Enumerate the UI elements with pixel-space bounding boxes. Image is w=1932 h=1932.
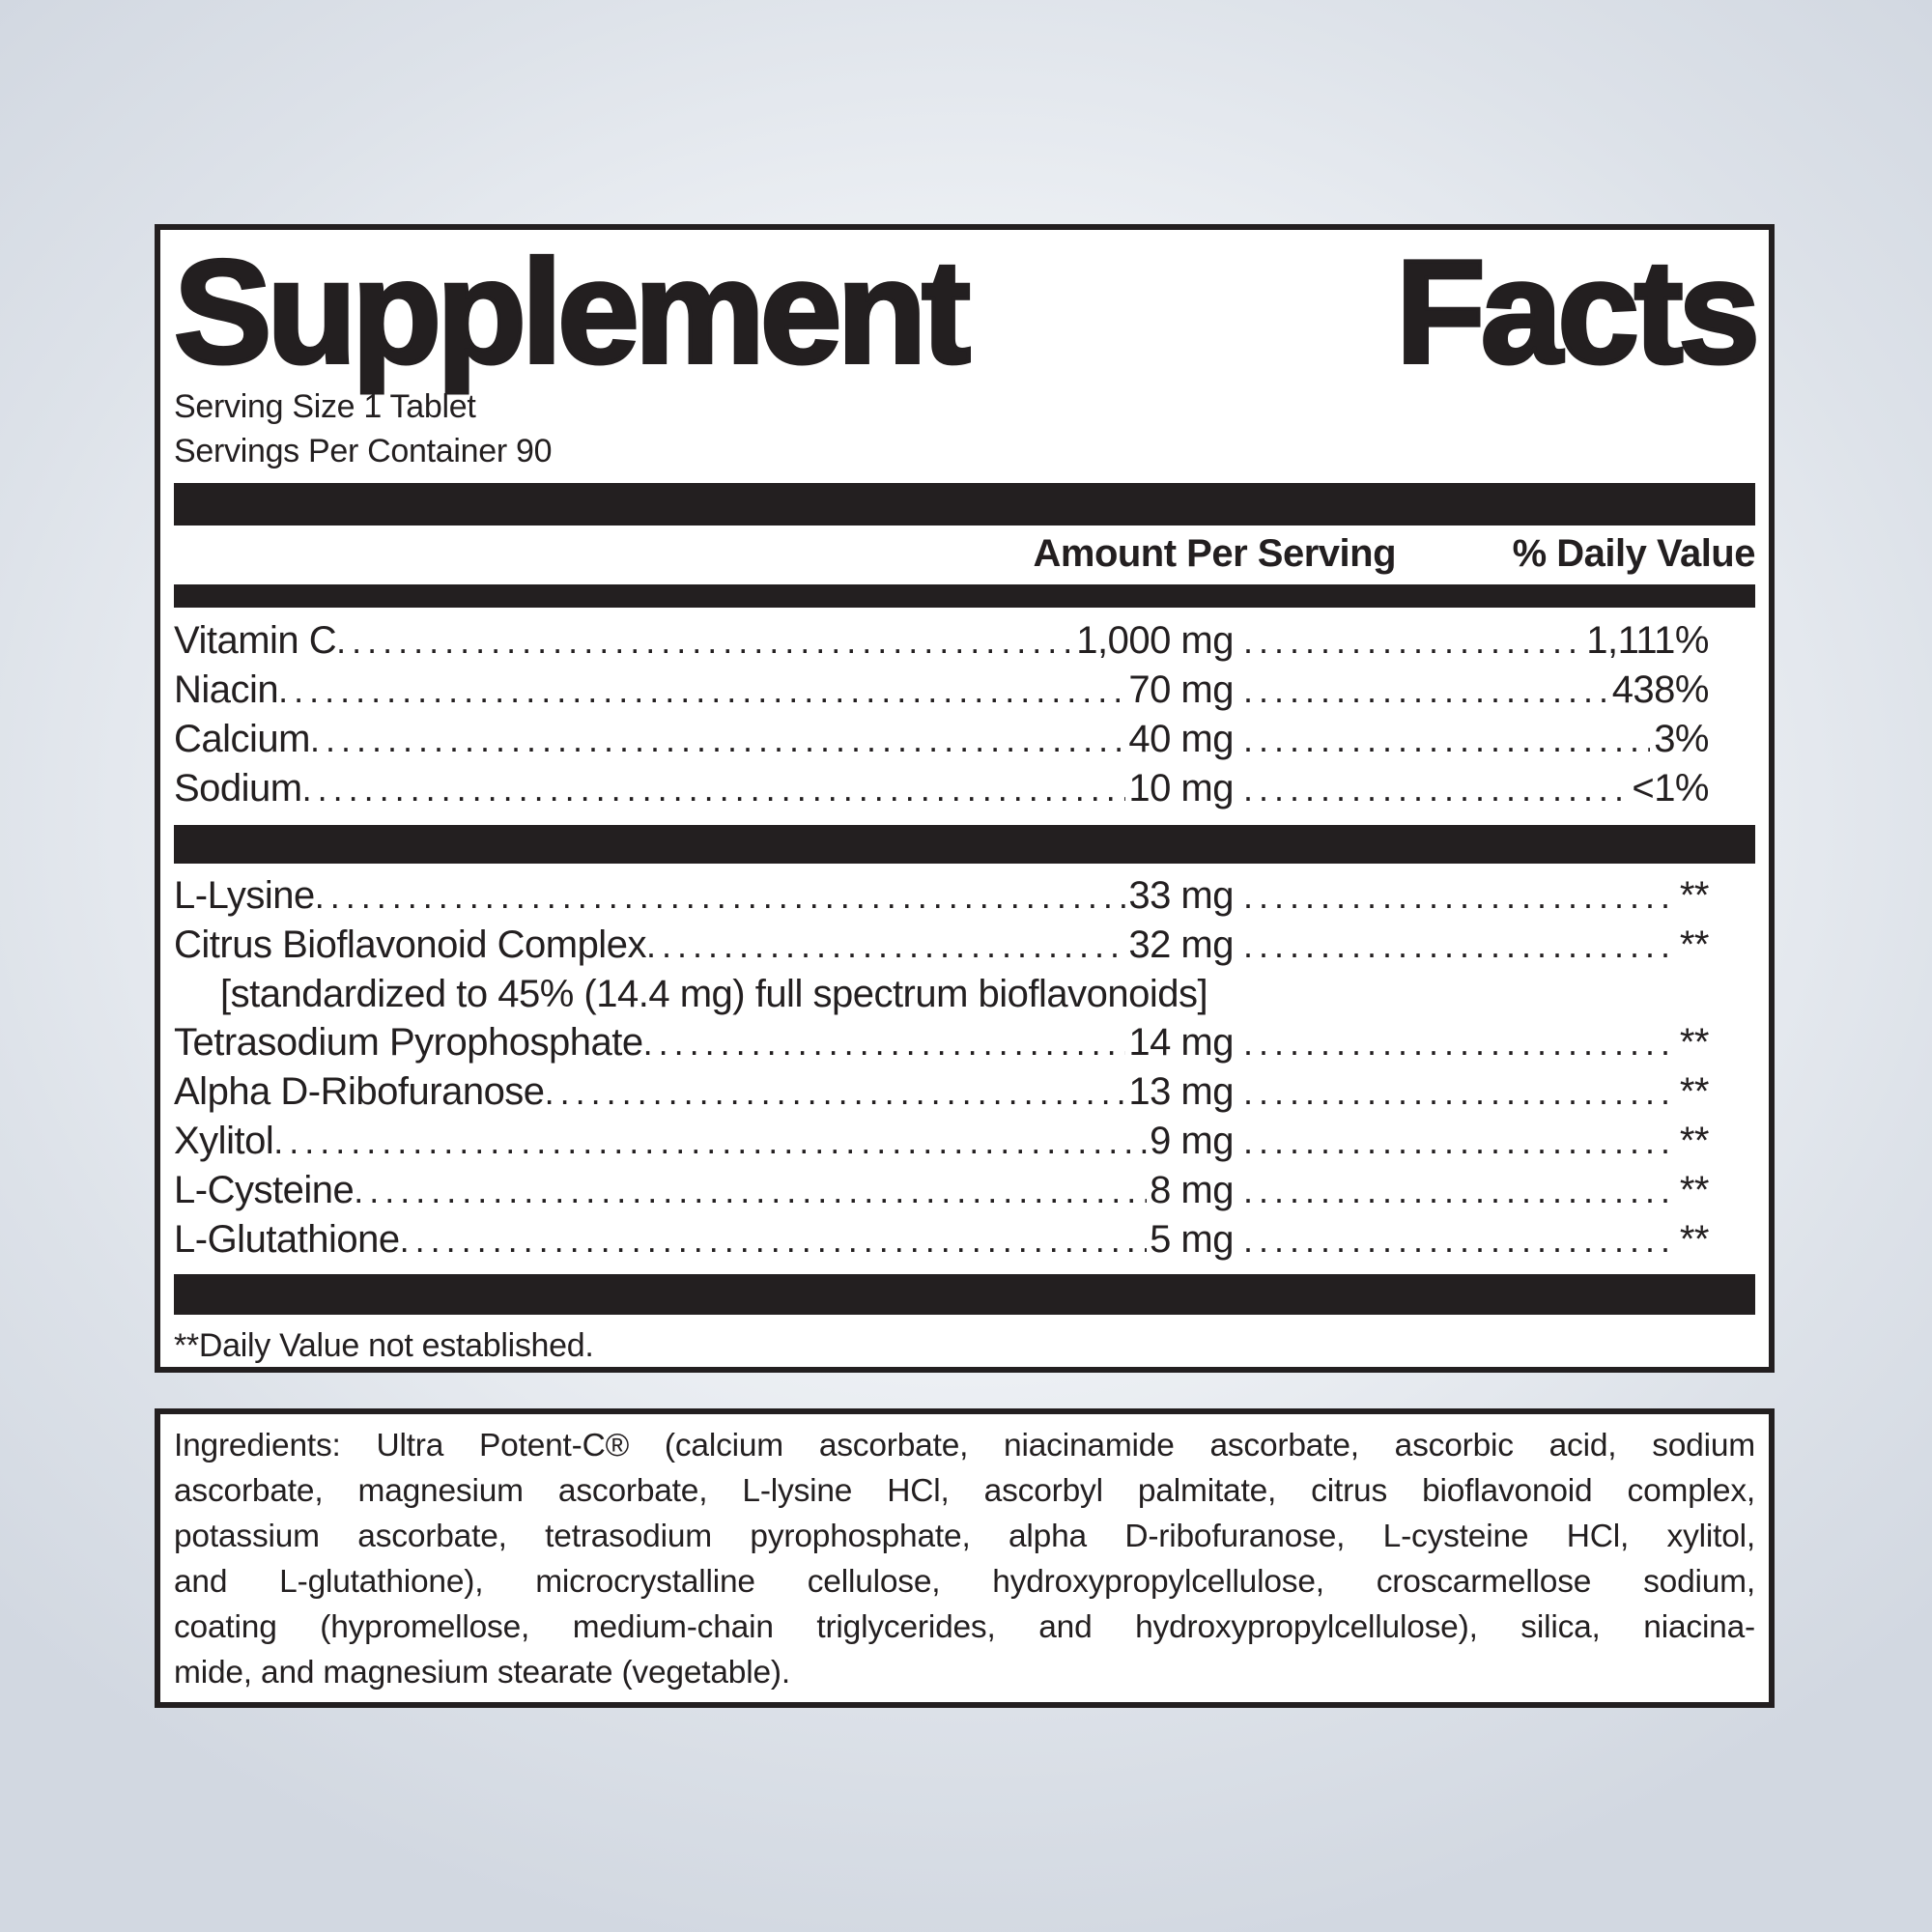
dot-leader xyxy=(643,1018,1126,1067)
divider-bar-under-header xyxy=(174,584,1755,608)
nutrient-daily-value: ** xyxy=(1679,1021,1710,1064)
dot-leader xyxy=(315,871,1126,921)
nutrient-amount: 70 mg xyxy=(1128,668,1234,711)
dot-leader xyxy=(302,764,1126,813)
table-row: L-Glutathione 5 mg ** xyxy=(174,1215,1755,1264)
table-row: Niacin 70 mg 438% xyxy=(174,666,1755,715)
ingredients-line: ascorbate, magnesium ascorbate, L-lysine… xyxy=(174,1473,1755,1509)
dot-leader xyxy=(1243,1067,1676,1117)
nutrient-name: Vitamin C xyxy=(174,619,337,662)
divider-bar-top xyxy=(174,483,1755,526)
nutrient-daily-value: 3% xyxy=(1654,718,1709,760)
amount-per-serving-header: Amount Per Serving xyxy=(1033,532,1396,575)
ingredients-line: coating (hypromellose, medium-chain trig… xyxy=(174,1609,1755,1645)
nutrient-daily-value: ** xyxy=(1679,874,1710,917)
nutrient-name: Niacin xyxy=(174,668,279,711)
nutrient-amount: 8 mg xyxy=(1150,1169,1234,1211)
servings-per-container: Servings Per Container 90 xyxy=(174,433,553,469)
nutrient-daily-value: 1,111% xyxy=(1586,619,1709,662)
table-row: L-Cysteine 8 mg ** xyxy=(174,1166,1755,1215)
table-row: L-Lysine 33 mg ** xyxy=(174,871,1755,921)
nutrient-amount: 14 mg xyxy=(1128,1021,1234,1064)
nutrient-daily-value: 438% xyxy=(1611,668,1710,711)
ingredients-box: Ingredients: Ultra Potent-C® (calcium as… xyxy=(155,1408,1775,1708)
ingredients-line: and L-glutathione), microcrystalline cel… xyxy=(174,1564,1755,1600)
dot-leader xyxy=(1243,1018,1676,1067)
dot-leader xyxy=(273,1117,1147,1166)
panel-title: Supplement Facts xyxy=(172,230,1762,394)
dot-leader xyxy=(1243,715,1650,764)
dot-leader xyxy=(1243,921,1676,970)
nutrient-amount: 13 mg xyxy=(1128,1070,1234,1113)
nutrient-name: Alpha D-Ribofuranose xyxy=(174,1070,545,1113)
dot-leader xyxy=(1243,764,1628,813)
dot-leader xyxy=(646,921,1125,970)
table-row: Alpha D-Ribofuranose 13 mg ** xyxy=(174,1067,1755,1117)
dot-leader xyxy=(354,1166,1147,1215)
ingredients-line: potassium ascorbate, tetrasodium pyropho… xyxy=(174,1519,1755,1554)
nutrient-daily-value: ** xyxy=(1679,923,1710,966)
nutrient-name: Xylitol xyxy=(174,1120,274,1162)
dot-leader xyxy=(1243,666,1608,715)
nutrient-name: Citrus Bioflavonoid Complex xyxy=(174,923,646,966)
dot-leader xyxy=(1243,1117,1676,1166)
dot-leader xyxy=(1243,1215,1676,1264)
nutrient-name: Calcium xyxy=(174,718,310,760)
ingredients-line: mide, and magnesium stearate (vegetable)… xyxy=(174,1655,790,1690)
dot-leader xyxy=(1243,1166,1676,1215)
dot-leader xyxy=(1243,871,1676,921)
nutrient-amount: 1,000 mg xyxy=(1076,619,1234,662)
daily-value-header: % Daily Value xyxy=(1512,532,1756,575)
standardization-note: [standardized to 45% (14.4 mg) full spec… xyxy=(220,973,1208,1015)
nutrient-daily-value: ** xyxy=(1679,1218,1710,1261)
table-row: Sodium 10 mg <1% xyxy=(174,764,1755,813)
serving-size: Serving Size 1 Tablet xyxy=(174,388,476,425)
dot-leader xyxy=(278,666,1125,715)
table-row: Vitamin C 1,000 mg 1,111% xyxy=(174,616,1755,666)
nutrient-name: L-Lysine xyxy=(174,874,315,917)
divider-bar-bottom xyxy=(174,1274,1755,1315)
nutrient-daily-value: ** xyxy=(1679,1169,1710,1211)
supplement-facts-panel: Supplement Facts Serving Size 1 Tablet S… xyxy=(155,224,1775,1373)
dot-leader xyxy=(310,715,1125,764)
nutrient-name: Tetrasodium Pyrophosphate xyxy=(174,1021,643,1064)
ingredients-line: Ingredients: Ultra Potent-C® (calcium as… xyxy=(174,1428,1755,1463)
nutrient-daily-value: <1% xyxy=(1632,767,1709,810)
daily-value-footnote: **Daily Value not established. xyxy=(174,1327,594,1364)
nutrient-amount: 40 mg xyxy=(1128,718,1234,760)
other-ingredients-section: L-Lysine 33 mg ** Citrus Bioflavonoid Com… xyxy=(174,871,1755,1264)
dot-leader xyxy=(400,1215,1147,1264)
divider-bar-middle xyxy=(174,825,1755,864)
table-row: Tetrasodium Pyrophosphate 14 mg ** xyxy=(174,1018,1755,1067)
nutrient-daily-value: ** xyxy=(1679,1070,1710,1113)
nutrients-section: Vitamin C 1,000 mg 1,111% Niacin 70 mg 438… xyxy=(174,616,1755,813)
dot-leader xyxy=(336,616,1073,666)
nutrient-amount: 32 mg xyxy=(1128,923,1234,966)
nutrient-amount: 9 mg xyxy=(1150,1120,1234,1162)
nutrient-name: L-Cysteine xyxy=(174,1169,355,1211)
nutrient-amount: 10 mg xyxy=(1128,767,1234,810)
table-row: Xylitol 9 mg ** xyxy=(174,1117,1755,1166)
dot-leader xyxy=(1243,616,1582,666)
nutrient-amount: 5 mg xyxy=(1150,1218,1234,1261)
nutrient-name: Sodium xyxy=(174,767,302,810)
nutrient-name: L-Glutathione xyxy=(174,1218,400,1261)
table-row: Citrus Bioflavonoid Complex 32 mg ** xyxy=(174,921,1755,970)
nutrient-amount: 33 mg xyxy=(1128,874,1234,917)
nutrient-daily-value: ** xyxy=(1679,1120,1710,1162)
table-header-row: Amount Per Serving % Daily Value xyxy=(174,526,1755,582)
table-row: Calcium 40 mg 3% xyxy=(174,715,1755,764)
dot-leader xyxy=(545,1067,1126,1117)
